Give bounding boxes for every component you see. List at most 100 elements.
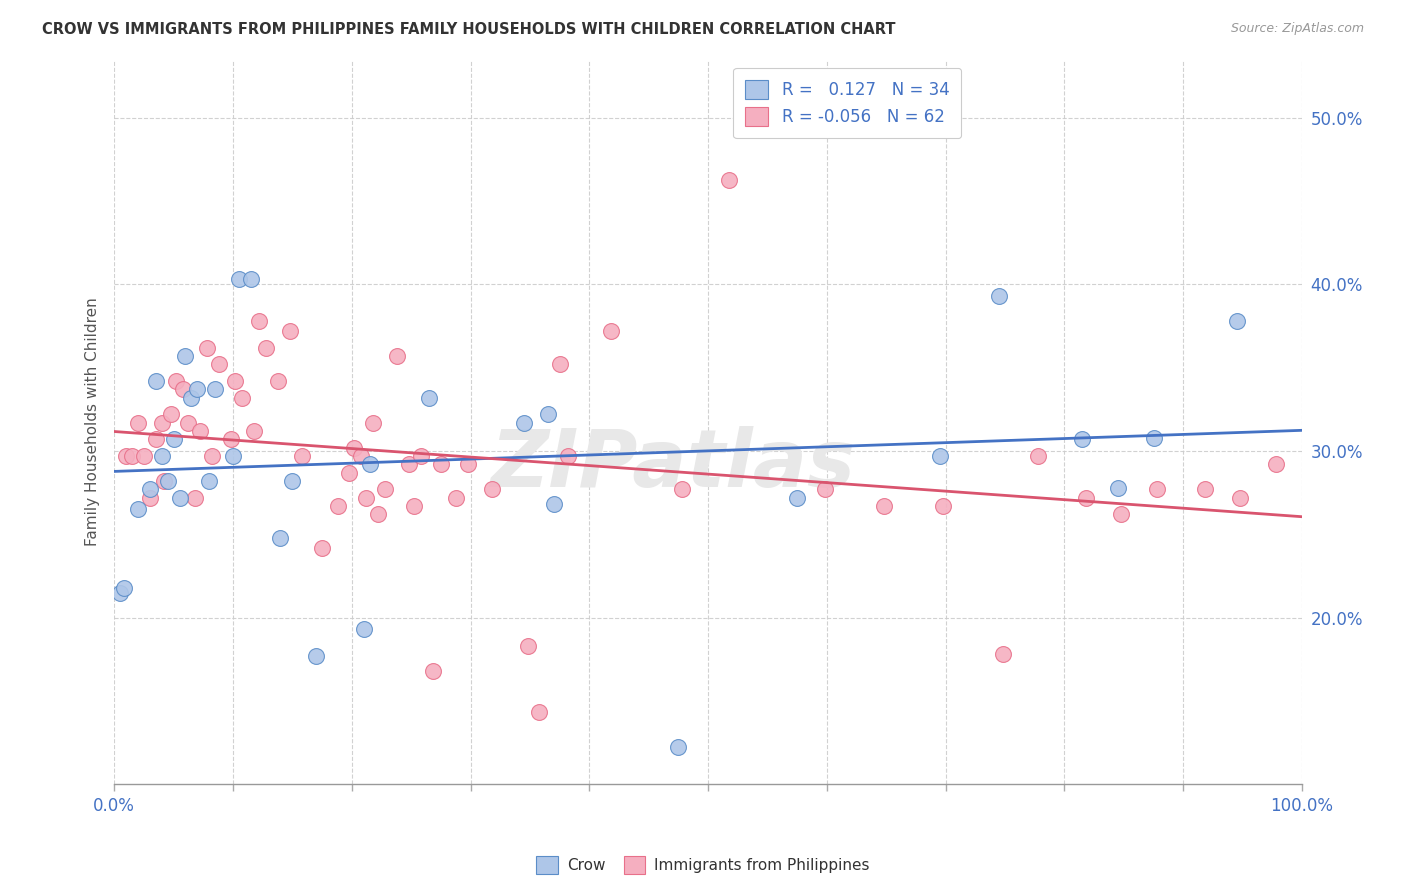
Point bbox=[1071, 433, 1094, 447]
Point bbox=[150, 416, 173, 430]
Point bbox=[350, 449, 373, 463]
Point bbox=[988, 289, 1011, 303]
Point bbox=[599, 324, 621, 338]
Point bbox=[557, 449, 579, 463]
Point bbox=[254, 341, 277, 355]
Point bbox=[228, 272, 250, 286]
Point bbox=[204, 382, 226, 396]
Point bbox=[513, 416, 536, 430]
Point bbox=[1226, 314, 1249, 328]
Point bbox=[991, 647, 1014, 661]
Point bbox=[108, 585, 131, 599]
Point bbox=[813, 483, 835, 497]
Point bbox=[145, 374, 167, 388]
Point bbox=[1074, 491, 1097, 505]
Point bbox=[1229, 491, 1251, 505]
Point bbox=[180, 391, 202, 405]
Point bbox=[932, 499, 955, 513]
Point bbox=[139, 491, 162, 505]
Point bbox=[198, 474, 221, 488]
Point bbox=[1142, 431, 1164, 445]
Point bbox=[150, 449, 173, 463]
Point bbox=[153, 474, 176, 488]
Text: Source: ZipAtlas.com: Source: ZipAtlas.com bbox=[1230, 22, 1364, 36]
Point bbox=[188, 424, 211, 438]
Point bbox=[267, 374, 290, 388]
Point bbox=[224, 374, 246, 388]
Point bbox=[786, 491, 808, 505]
Point bbox=[1146, 483, 1168, 497]
Point bbox=[354, 491, 377, 505]
Point bbox=[177, 416, 200, 430]
Point bbox=[671, 483, 693, 497]
Point bbox=[361, 416, 384, 430]
Point bbox=[165, 374, 187, 388]
Point bbox=[374, 483, 396, 497]
Point bbox=[269, 531, 291, 545]
Point bbox=[112, 581, 135, 595]
Point bbox=[222, 449, 245, 463]
Point bbox=[481, 483, 503, 497]
Point bbox=[127, 416, 149, 430]
Point bbox=[169, 491, 191, 505]
Point bbox=[548, 357, 571, 371]
Point bbox=[311, 541, 333, 555]
Text: ZIPatlas: ZIPatlas bbox=[489, 426, 855, 504]
Point bbox=[457, 458, 479, 472]
Point bbox=[186, 382, 208, 396]
Text: CROW VS IMMIGRANTS FROM PHILIPPINES FAMILY HOUSEHOLDS WITH CHILDREN CORRELATION : CROW VS IMMIGRANTS FROM PHILIPPINES FAMI… bbox=[42, 22, 896, 37]
Point bbox=[145, 433, 167, 447]
Point bbox=[247, 314, 270, 328]
Point bbox=[385, 349, 408, 363]
Point bbox=[172, 382, 194, 396]
Point bbox=[337, 466, 360, 480]
Point bbox=[162, 433, 184, 447]
Point bbox=[343, 441, 366, 455]
Point bbox=[398, 458, 420, 472]
Point bbox=[928, 449, 950, 463]
Y-axis label: Family Households with Children: Family Households with Children bbox=[86, 297, 100, 546]
Point bbox=[291, 449, 314, 463]
Point bbox=[239, 272, 262, 286]
Point bbox=[367, 508, 389, 522]
Point bbox=[359, 458, 381, 472]
Point bbox=[402, 499, 425, 513]
Point bbox=[121, 449, 143, 463]
Point bbox=[139, 483, 162, 497]
Point bbox=[543, 497, 565, 511]
Point bbox=[278, 324, 301, 338]
Point bbox=[1194, 483, 1216, 497]
Point bbox=[873, 499, 896, 513]
Point bbox=[184, 491, 207, 505]
Point bbox=[529, 706, 551, 720]
Point bbox=[231, 391, 253, 405]
Point bbox=[430, 458, 453, 472]
Point bbox=[516, 639, 538, 653]
Point bbox=[281, 474, 304, 488]
Point bbox=[418, 391, 440, 405]
Point bbox=[409, 449, 432, 463]
Point bbox=[200, 449, 222, 463]
Point bbox=[156, 474, 179, 488]
Point bbox=[174, 349, 197, 363]
Point bbox=[537, 408, 560, 422]
Point bbox=[115, 449, 138, 463]
Point bbox=[1264, 458, 1286, 472]
Point bbox=[1107, 481, 1129, 495]
Point bbox=[195, 341, 218, 355]
Point bbox=[353, 622, 375, 636]
Point bbox=[160, 408, 183, 422]
Point bbox=[446, 491, 468, 505]
Point bbox=[422, 664, 444, 678]
Legend: R =   0.127   N = 34, R = -0.056   N = 62: R = 0.127 N = 34, R = -0.056 N = 62 bbox=[734, 68, 962, 138]
Point bbox=[668, 740, 690, 755]
Point bbox=[219, 433, 242, 447]
Point bbox=[1028, 449, 1050, 463]
Point bbox=[718, 172, 741, 186]
Point bbox=[1111, 508, 1133, 522]
Point bbox=[132, 449, 155, 463]
Point bbox=[127, 502, 149, 516]
Legend: Crow, Immigrants from Philippines: Crow, Immigrants from Philippines bbox=[530, 850, 876, 880]
Point bbox=[208, 357, 231, 371]
Point bbox=[326, 499, 349, 513]
